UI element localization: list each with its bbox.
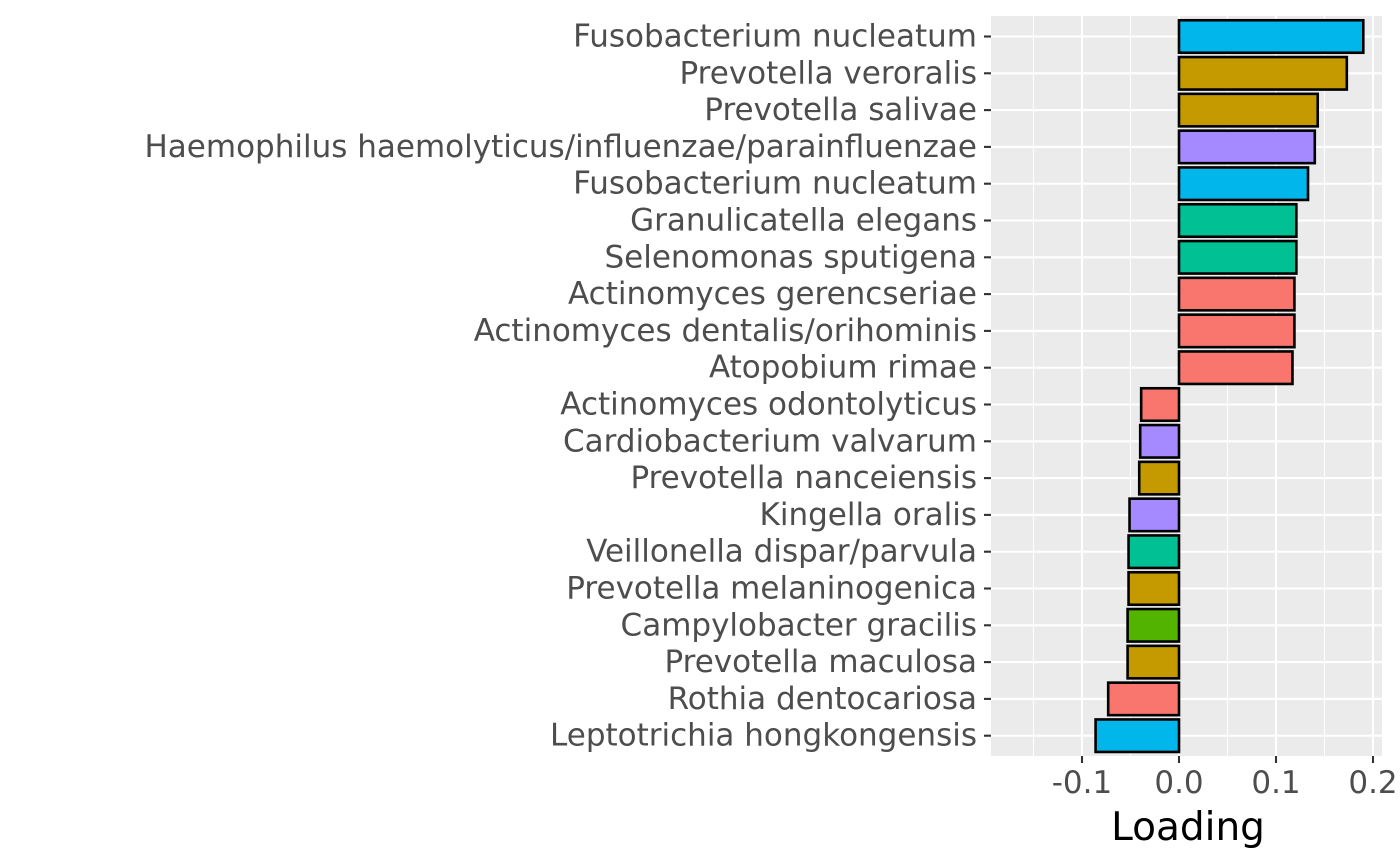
- y-tick-label: Prevotella maculosa: [664, 644, 977, 680]
- x-tick-label: 0.0: [1154, 765, 1203, 801]
- x-axis-title: Loading: [1111, 805, 1265, 850]
- bar: [1177, 276, 1296, 312]
- y-tick-label: Selenomonas sputigena: [605, 239, 978, 275]
- y-tick-label: Campylobacter gracilis: [621, 607, 977, 643]
- y-tick-label: Fusobacterium nucleatum: [573, 166, 977, 202]
- bar: [1177, 129, 1317, 165]
- bar: [1177, 350, 1294, 386]
- bars: [1094, 18, 1365, 754]
- bar: [1138, 423, 1181, 459]
- bar: [1177, 239, 1298, 275]
- x-tick-label: -0.1: [1052, 765, 1113, 801]
- bar: [1137, 460, 1181, 496]
- bar: [1177, 92, 1320, 128]
- y-tick-label: Prevotella veroralis: [680, 55, 977, 91]
- bar: [1177, 202, 1298, 239]
- bar: [1126, 607, 1181, 643]
- y-tick-label: Rothia dentocariosa: [668, 681, 977, 717]
- y-tick-label: Leptotrichia hongkongensis: [550, 718, 977, 754]
- y-tick-label: Atopobium rimae: [709, 350, 977, 386]
- y-tick-label: Prevotella melaninogenica: [566, 571, 977, 607]
- bar: [1139, 386, 1181, 423]
- y-tick-label: Actinomyces gerencseriae: [568, 276, 977, 312]
- bar: [1126, 644, 1181, 680]
- bar: [1177, 313, 1296, 349]
- y-tick-label: Cardiobacterium valvarum: [563, 423, 977, 459]
- bar: [1177, 18, 1365, 55]
- bar: [1127, 570, 1181, 607]
- bar: [1094, 718, 1181, 754]
- x-tick-label: 0.1: [1251, 765, 1300, 801]
- bar: [1106, 681, 1181, 717]
- y-tick-label: Prevotella salivae: [704, 92, 977, 128]
- y-tick-label: Fusobacterium nucleatum: [573, 19, 977, 55]
- x-axis: -0.1 0.0 0.1 0.2: [1052, 756, 1398, 801]
- y-tick-label: Prevotella nanceiensis: [630, 460, 977, 496]
- y-tick-label: Granulicatella elegans: [630, 203, 977, 239]
- y-tick-label: Kingella oralis: [760, 497, 978, 533]
- y-tick-label: Veillonella dispar/parvula: [586, 534, 977, 570]
- y-tick-label: Haemophilus haemolyticus/influenzae/para…: [145, 129, 978, 165]
- y-tick-label: Actinomyces odontolyticus: [560, 387, 977, 423]
- bar: [1127, 534, 1181, 570]
- bar: [1177, 166, 1310, 202]
- x-tick-label: 0.2: [1348, 765, 1397, 801]
- y-tick-label: Actinomyces dentalis/orihominis: [474, 313, 977, 349]
- bar: [1128, 497, 1181, 533]
- bar: [1177, 55, 1349, 91]
